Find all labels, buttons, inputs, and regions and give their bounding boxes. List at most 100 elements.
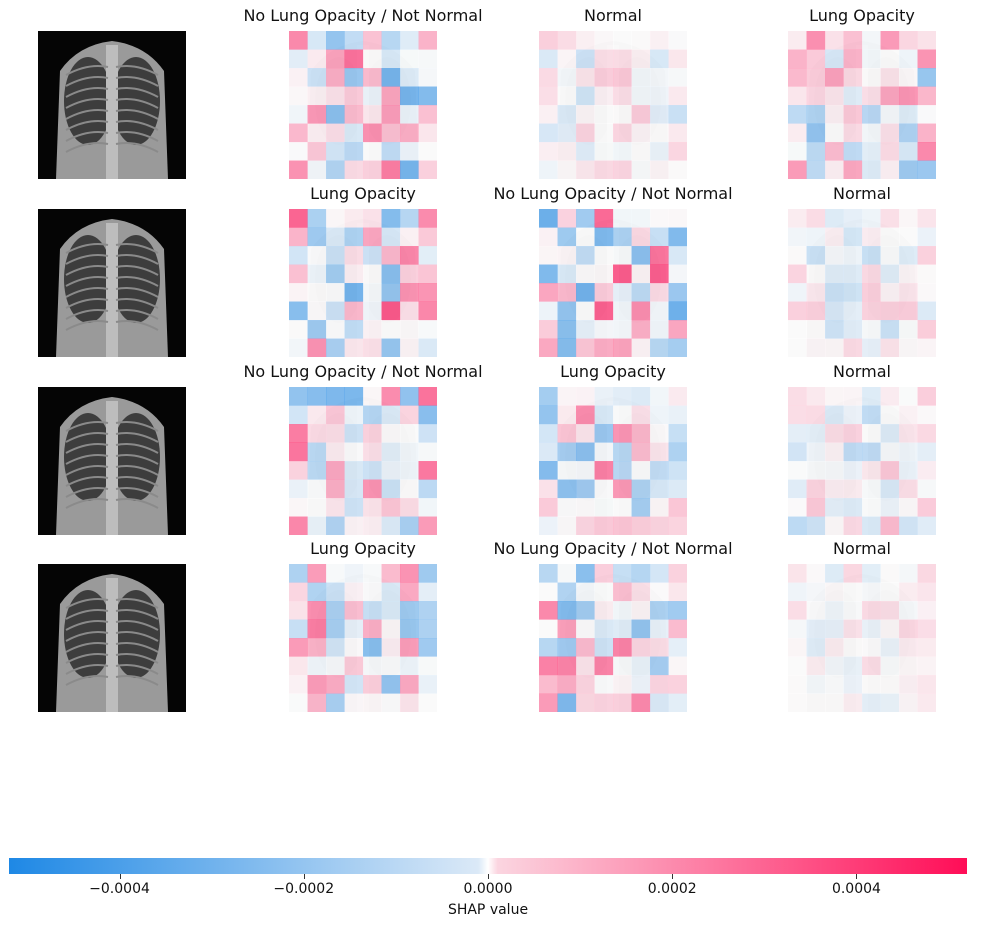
heatmap-cell [899,516,918,535]
heatmap-cell [825,160,844,179]
heatmap-cell [363,283,382,302]
heatmap-cell [825,123,844,143]
heatmap-cell [326,49,345,69]
heatmap-cell [668,86,687,106]
heatmap-cell [825,619,844,639]
shap-heatmap [788,564,936,712]
heatmap-cell [418,320,437,339]
heatmap-cell [344,424,364,443]
heatmap-cell [289,619,308,639]
heatmap-cell [631,638,651,657]
shap-heatmap [289,387,437,535]
heatmap-cell [418,656,437,676]
heatmap-cell [631,582,651,602]
heatmap-cell [917,301,936,321]
heatmap-cell [363,479,382,499]
heatmap-cell [539,68,558,87]
heatmap-cell [539,387,558,406]
heatmap-cell [862,227,881,247]
heatmap-cell [576,142,595,161]
heatmap-cell [289,424,308,443]
heatmap-cell [307,142,327,161]
heatmap-cell [631,264,651,284]
heatmap-cell [788,582,807,602]
heatmap-cell [862,424,881,443]
heatmap-cell [400,601,419,620]
heatmap-cell [418,405,437,425]
heatmap-cell [326,264,345,284]
heatmap-cell [557,516,577,535]
heatmap-cell [806,461,826,480]
heatmap-cell [576,301,595,321]
heatmap-cell [843,516,863,535]
heatmap-cell [594,105,614,124]
heatmap-cell [400,387,419,406]
heatmap-cell [899,68,918,87]
heatmap-cell [806,498,826,517]
heatmap-cell [788,656,807,676]
heatmap-cell [344,387,364,406]
heatmap-cell [862,123,881,143]
heatmap-cell [381,516,401,535]
heatmap-cell [788,142,807,161]
heatmap-cell [613,160,632,179]
heatmap-cell [363,601,382,620]
heatmap-cell [825,498,844,517]
heatmap-cell [363,564,382,583]
heatmap-cell [917,283,936,302]
heatmap-cell [576,442,595,462]
heatmap-cell [806,320,826,339]
heatmap-cell [381,209,401,228]
heatmap-cell [539,105,558,124]
heatmap-cell [788,320,807,339]
heatmap-cell [289,123,308,143]
heatmap-cell [899,582,918,602]
heatmap-cell [631,320,651,339]
heatmap-cell [917,424,936,443]
heatmap-cell [631,49,651,69]
heatmap-cell [576,619,595,639]
heatmap-cell [557,619,577,639]
heatmap-cell [418,68,437,87]
heatmap-cell [326,619,345,639]
heatmap-cell [825,142,844,161]
heatmap-cell [862,693,881,712]
heatmap-cell [613,656,632,676]
heatmap-cell [307,498,327,517]
heatmap-cell [668,516,687,535]
heatmap-cell [381,387,401,406]
heatmap-cell [668,209,687,228]
heatmap-cell [668,301,687,321]
heatmap-cell [880,160,900,179]
heatmap-cell [363,516,382,535]
heatmap-cell [363,638,382,657]
heatmap-cell [307,582,327,602]
heatmap-cell [400,442,419,462]
heatmap-cell [788,601,807,620]
heatmap-cell [788,638,807,657]
heatmap-cell [650,283,669,302]
heatmap-cell [806,68,826,87]
heatmap-cell [344,264,364,284]
heatmap-cell [806,264,826,284]
heatmap-cell [613,442,632,462]
heatmap-cell [806,619,826,639]
heatmap-cell [418,31,437,50]
heatmap-cell [307,209,327,228]
heatmap-cell [899,424,918,443]
heatmap-cell [631,461,651,480]
heatmap-cell [326,601,345,620]
heatmap-cell [307,619,327,639]
xray-image-3 [38,387,186,535]
heatmap-cell [539,31,558,50]
heatmap-cell [576,227,595,247]
heatmap-cell [289,31,308,50]
heatmap-cell [594,498,614,517]
heatmap-cell [880,246,900,265]
heatmap-cell [631,246,651,265]
heatmap-cell [668,320,687,339]
heatmap-cell [289,693,308,712]
panel-title: Normal [833,184,891,203]
heatmap-cell [631,123,651,143]
heatmap-cell [631,227,651,247]
